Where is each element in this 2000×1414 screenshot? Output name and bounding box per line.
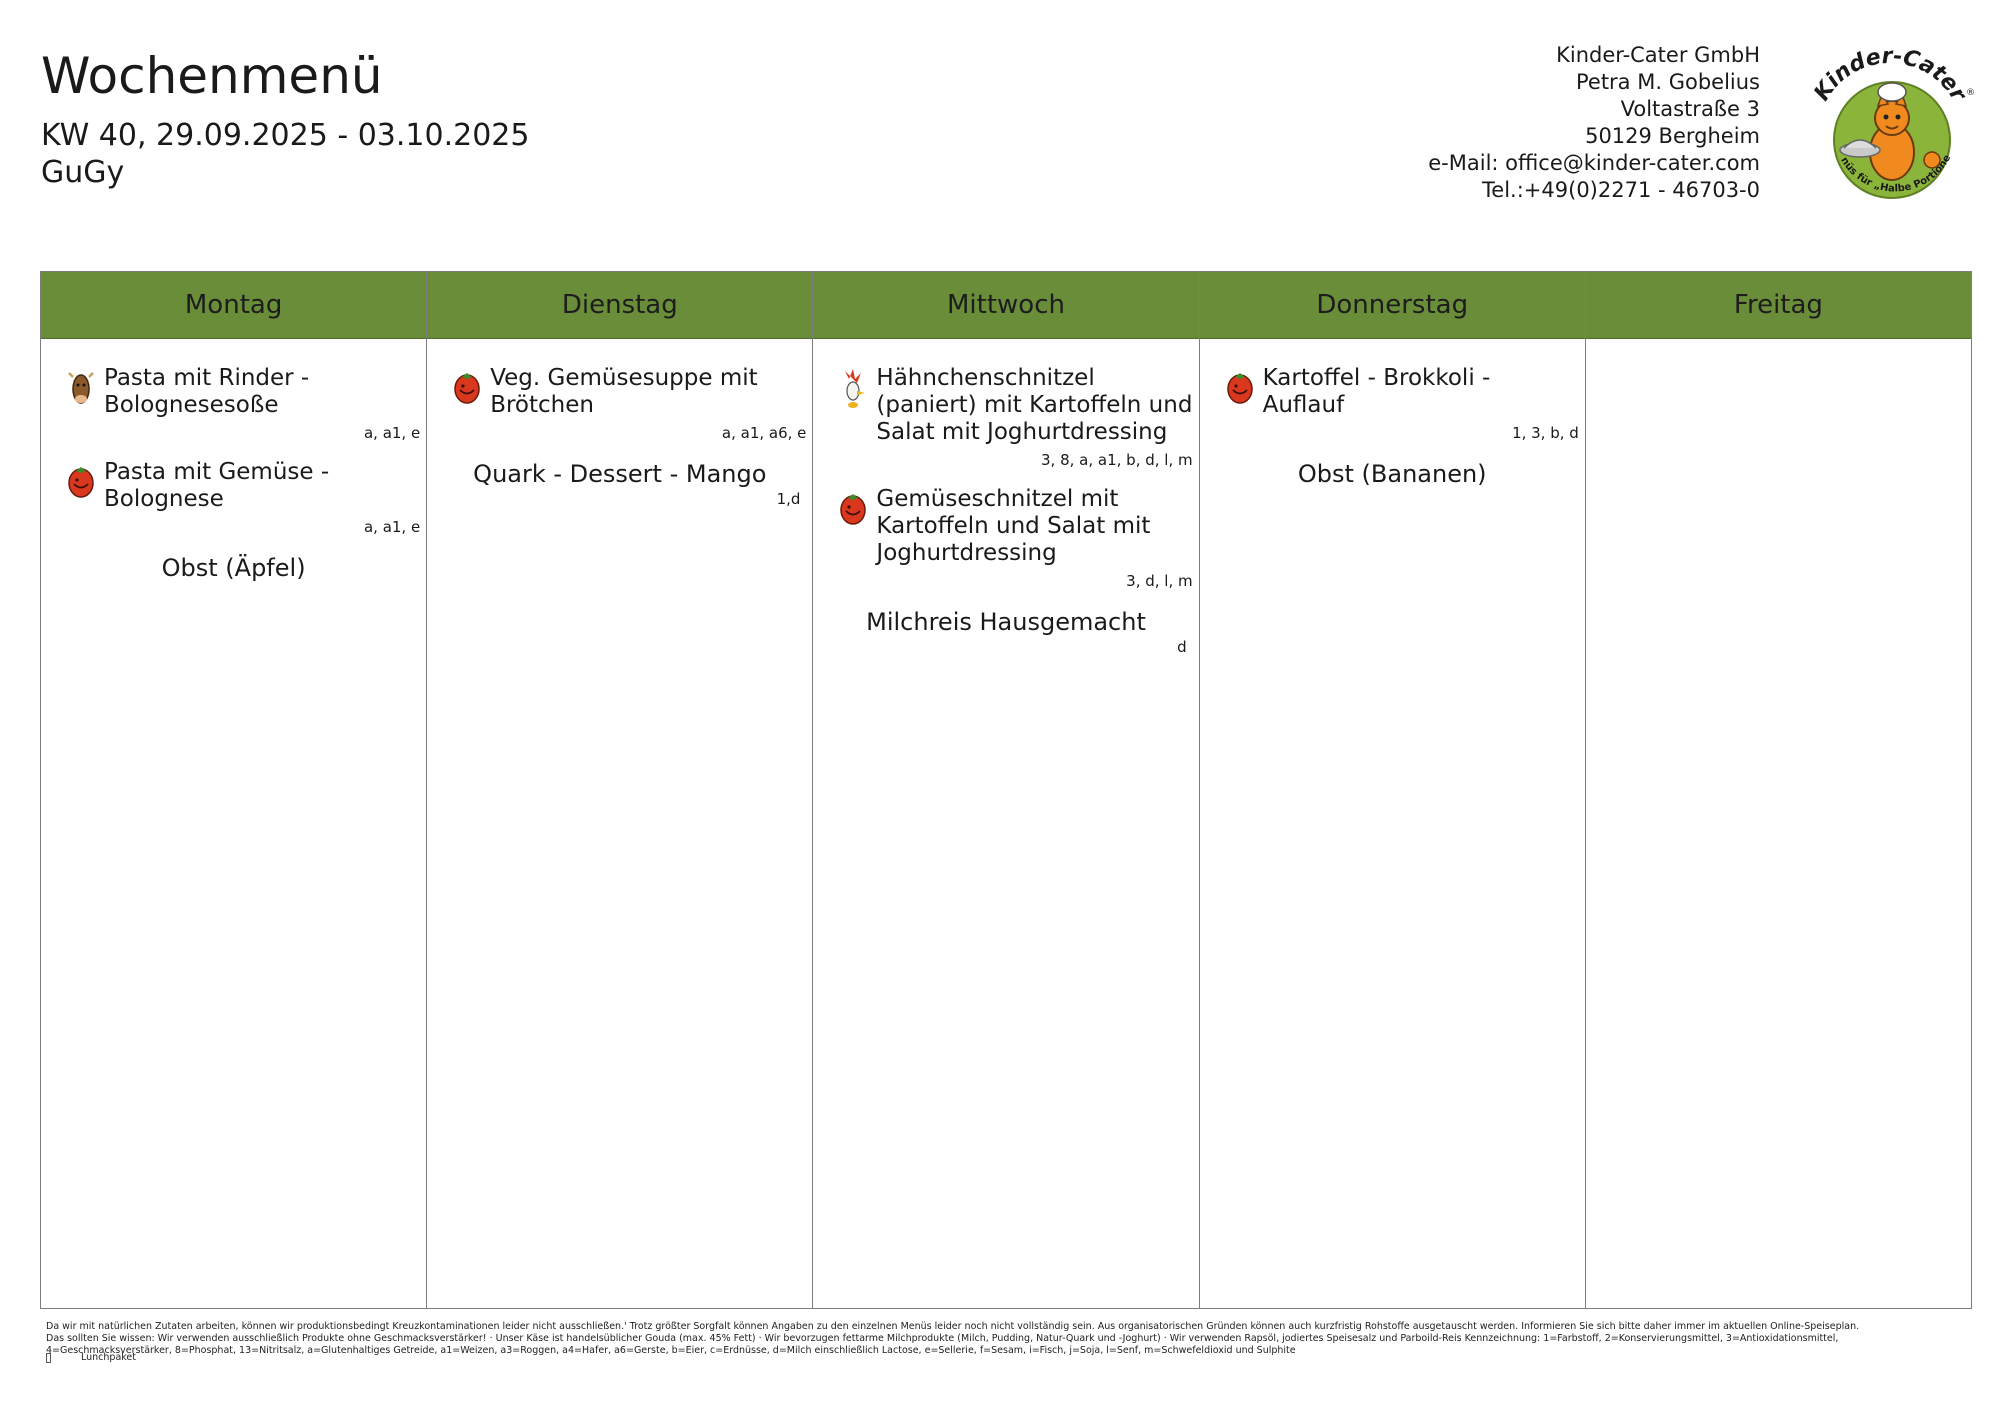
company-name: Kinder-Cater GmbH xyxy=(1556,43,1760,67)
dish-allergens: a, a1, e xyxy=(363,424,421,442)
day-header: Mittwoch xyxy=(813,272,1199,339)
dish-allergens: a, a1, a6, e xyxy=(721,424,807,442)
dish-name: Gemüseschnitzel mit Kartoffeln und Salat… xyxy=(876,486,1151,566)
dish-item: Gemüseschnitzel mit Kartoffeln und Salat… xyxy=(813,486,1198,591)
lunchpaket-label: Lunchpaket xyxy=(81,1352,136,1363)
dish-allergens: 3, 8, a, a1, b, d, l, m xyxy=(1041,451,1193,469)
dessert-name: Obst (Bananen) xyxy=(1297,460,1487,488)
dish-allergens: 3, d, l, m xyxy=(1126,572,1193,590)
company-street: Voltastraße 3 xyxy=(1620,97,1760,121)
day-body: Veg. Gemüsesuppe mit Brötchen a, a1, a6, … xyxy=(427,339,812,509)
menu-grid: Montag Pasta mit Rinder - Bolognesesoße a,… xyxy=(40,271,1972,1309)
dessert-name: Obst (Äpfel) xyxy=(161,554,306,582)
tomato-icon xyxy=(67,459,95,503)
dish-item: Pasta mit Gemüse - Bolognese a, a1, e xyxy=(41,459,426,537)
week-range: KW 40, 29.09.2025 - 03.10.2025 xyxy=(41,118,530,153)
day-column-donnerstag: Donnerstag Kartoffel - Brokkoli - Auflauf… xyxy=(1199,272,1586,1308)
dish-name: Veg. Gemüsesuppe mit Brötchen xyxy=(490,365,758,418)
location-name: GuGy xyxy=(41,155,125,190)
day-column-montag: Montag Pasta mit Rinder - Bolognesesoße a,… xyxy=(41,272,428,1308)
footer-notice: Da wir mit natürlichen Zutaten arbeiten,… xyxy=(46,1321,1860,1356)
day-body: Kartoffel - Brokkoli - Auflauf 1, 3, b, d… xyxy=(1200,339,1585,489)
svg-text:®: ® xyxy=(1966,88,1975,98)
dish-item: Kartoffel - Brokkoli - Auflauf 1, 3, b, d xyxy=(1200,365,1585,443)
company-phone: Tel.:+49(0)2271 - 46703-0 xyxy=(1482,178,1760,202)
day-header: Donnerstag xyxy=(1199,272,1585,339)
dish-name: Kartoffel - Brokkoli - Auflauf xyxy=(1262,365,1491,418)
dish-name: Pasta mit Gemüse - Bolognese xyxy=(104,459,330,512)
tomato-icon xyxy=(453,365,481,409)
company-address: Kinder-Cater GmbH Petra M. Gobelius Volt… xyxy=(1428,42,1760,204)
company-email: e-Mail: office@kinder-cater.com xyxy=(1428,151,1760,175)
page-title: Wochenmenü xyxy=(41,47,383,105)
day-column-dienstag: Dienstag Veg. Gemüsesuppe mit Brötchen a, … xyxy=(427,272,814,1308)
day-header: Dienstag xyxy=(427,272,813,339)
lunchpaket-icon xyxy=(46,1352,51,1363)
dish-name: Pasta mit Rinder - Bolognesesoße xyxy=(104,365,310,418)
dish-item: Pasta mit Rinder - Bolognesesoße a, a1, e xyxy=(41,365,426,443)
dish-name: Hähnchenschnitzel (paniert) mit Kartoffe… xyxy=(876,365,1193,445)
tomato-icon xyxy=(839,486,867,530)
lunchpaket-legend: Lunchpaket xyxy=(46,1352,136,1363)
dessert-name: Milchreis Hausgemacht xyxy=(866,608,1146,636)
day-column-freitag: Freitag xyxy=(1585,272,1972,1308)
dish-item: Veg. Gemüsesuppe mit Brötchen a, a1, a6, … xyxy=(427,365,812,443)
chicken-icon xyxy=(839,365,867,409)
day-header: Montag xyxy=(41,272,427,339)
day-body xyxy=(1586,339,1971,365)
tomato-icon xyxy=(1226,365,1254,409)
cow-icon xyxy=(67,365,95,409)
dish-item: Hähnchenschnitzel (paniert) mit Kartoffe… xyxy=(813,365,1198,470)
dessert-name: Quark - Dessert - Mango xyxy=(473,460,767,488)
day-column-mittwoch: Mittwoch Hähnchenschnitzel (paniert) mit … xyxy=(813,272,1200,1308)
dish-allergens: a, a1, e xyxy=(363,518,421,536)
company-contact-person: Petra M. Gobelius xyxy=(1575,70,1760,94)
day-body: Pasta mit Rinder - Bolognesesoße a, a1, e… xyxy=(41,339,426,583)
dessert-allergens: d xyxy=(1177,638,1187,656)
kinder-cater-logo: Kinder-Cater Menüs für „Halbe Portionen“… xyxy=(1800,40,1975,199)
day-header: Freitag xyxy=(1585,272,1972,339)
company-city: 50129 Bergheim xyxy=(1585,124,1760,148)
dish-allergens: 1, 3, b, d xyxy=(1512,424,1579,442)
day-body: Hähnchenschnitzel (paniert) mit Kartoffe… xyxy=(813,339,1198,657)
dessert-allergens: 1,d xyxy=(776,490,801,508)
